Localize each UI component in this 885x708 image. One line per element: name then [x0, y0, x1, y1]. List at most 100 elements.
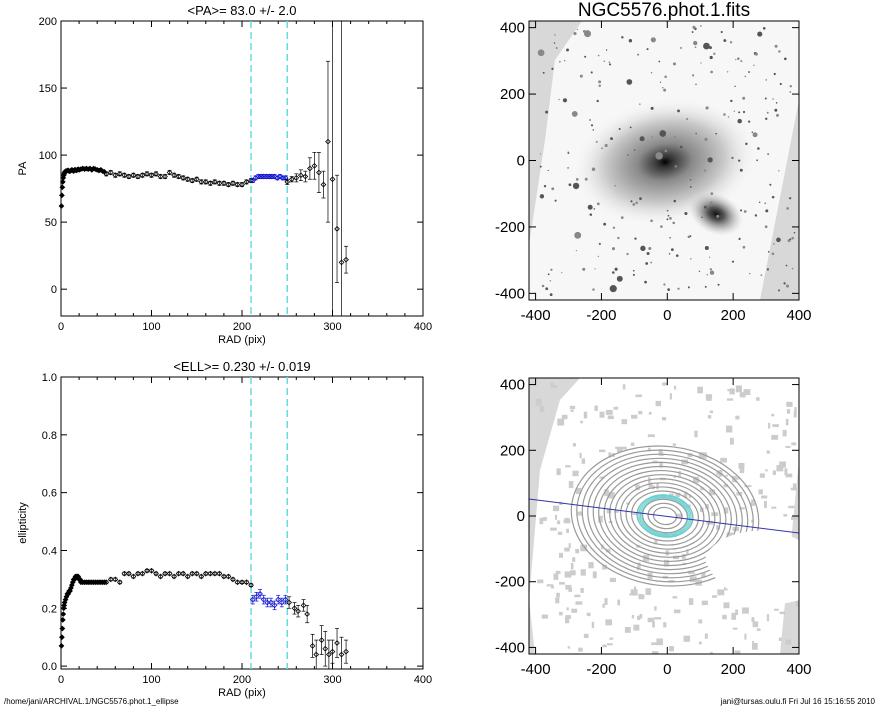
field-star: [775, 102, 778, 104]
image-y-tick-label: 200: [500, 86, 525, 103]
data-point: [171, 573, 177, 580]
mask-speck: [648, 482, 653, 488]
mask-speck: [729, 388, 735, 395]
mask-speck: [698, 641, 702, 645]
mask-speck: [707, 415, 712, 419]
mask-speck: [607, 643, 613, 646]
mask-speck: [654, 540, 658, 545]
field-star: [630, 200, 633, 203]
field-star: [754, 52, 758, 56]
field-star: [545, 110, 549, 114]
field-star: [539, 153, 542, 155]
mask-speck: [583, 633, 589, 638]
field-star: [739, 168, 743, 172]
field-star: [748, 120, 751, 123]
mask-speck: [786, 409, 791, 414]
data-point: [60, 611, 67, 617]
field-star: [684, 211, 688, 216]
mask-speck: [567, 646, 571, 649]
field-star: [592, 129, 595, 131]
mask-speck: [652, 621, 655, 628]
field-star: [666, 218, 669, 221]
mask-speck: [766, 614, 770, 622]
field-star: [776, 113, 779, 117]
data-point: [334, 225, 340, 232]
mask-speck: [570, 409, 574, 412]
field-star: [640, 245, 646, 252]
field-star: [648, 247, 652, 251]
field-star: [608, 61, 610, 63]
field-star: [672, 221, 676, 225]
mask-speck: [637, 562, 641, 569]
mask-speck: [621, 419, 628, 425]
mask-speck: [755, 397, 760, 401]
field-star: [691, 31, 694, 33]
field-star: [639, 197, 642, 200]
mask-speck: [678, 471, 681, 478]
galaxy-image: [529, 21, 799, 300]
field-star: [603, 60, 605, 62]
mask-speck: [783, 514, 788, 517]
data-point: [271, 602, 278, 609]
x-tick-label: 300: [323, 321, 341, 333]
field-star: [778, 50, 781, 53]
mask-speck: [564, 517, 570, 524]
mask-speck: [774, 608, 779, 611]
field-star: [571, 111, 578, 117]
field-star: [773, 72, 776, 76]
field-star: [767, 153, 770, 156]
mask-speck: [668, 580, 675, 583]
field-star: [611, 247, 616, 251]
field-star: [539, 194, 545, 199]
mask-speck: [673, 385, 677, 390]
footer-user-timestamp: jani@tursas.oulu.fi Fri Jul 16 15:16:55 …: [720, 697, 875, 706]
mask-speck: [723, 507, 729, 514]
mask-speck: [571, 608, 578, 613]
field-star: [660, 225, 663, 228]
data-point: [304, 611, 311, 617]
mask-speck: [561, 414, 568, 420]
mask-speck: [742, 607, 749, 614]
mask-speck: [558, 552, 563, 558]
mask-speck: [692, 476, 700, 484]
image-y-tick-label: -400: [495, 639, 525, 656]
mask-speck: [723, 602, 730, 609]
field-star: [737, 57, 740, 60]
mask-speck: [633, 624, 640, 631]
field-star: [568, 183, 572, 187]
mask-speck: [557, 531, 563, 535]
field-star: [771, 195, 775, 199]
mask-speck: [635, 484, 640, 491]
mask-speck: [604, 489, 609, 497]
field-star: [551, 67, 554, 70]
data-point: [180, 570, 187, 577]
y-tick-label: 0.2: [42, 603, 57, 615]
data-point: [126, 570, 132, 577]
mask-speck: [566, 607, 569, 611]
mask-speck: [751, 499, 755, 503]
data-point: [343, 648, 349, 655]
mask-speck: [652, 651, 659, 654]
mask-speck: [752, 643, 758, 650]
field-star: [709, 268, 713, 271]
data-point: [148, 172, 155, 179]
field-star: [723, 39, 727, 42]
mask-speck: [624, 626, 631, 633]
field-star: [737, 118, 742, 124]
data-point: [211, 570, 218, 577]
data-point: [116, 579, 123, 586]
field-star: [686, 117, 689, 121]
field-star: [789, 85, 792, 88]
mask-speck: [542, 517, 547, 521]
field-star: [579, 74, 583, 78]
data-point: [58, 203, 65, 209]
field-star: [758, 201, 761, 204]
mask-speck: [726, 532, 734, 538]
mask-speck: [688, 494, 691, 499]
mask-speck: [723, 484, 728, 488]
field-star: [713, 52, 716, 55]
mask-speck: [744, 633, 747, 640]
mask-speck: [594, 405, 598, 411]
field-star: [754, 214, 758, 217]
mask-speck: [556, 592, 560, 598]
